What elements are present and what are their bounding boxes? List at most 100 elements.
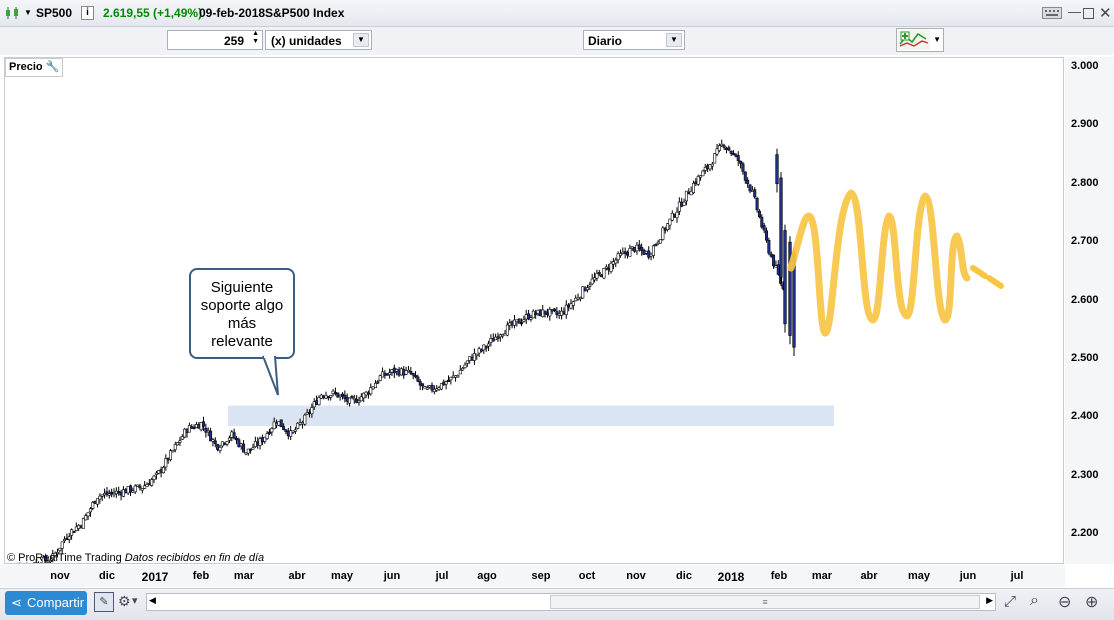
candle-down: [770, 254, 772, 256]
candle-down: [285, 430, 287, 432]
candle-down: [94, 501, 96, 503]
chevron-down-icon[interactable]: ▼: [666, 33, 682, 47]
close-icon[interactable]: ✕: [1099, 4, 1112, 22]
instrument-name: S&P500 Index: [265, 6, 344, 20]
zoom-in-icon[interactable]: ⊕: [1085, 592, 1098, 612]
annotation-callout[interactable]: Siguiente soporte algo más relevante: [189, 268, 295, 359]
candle-down: [633, 248, 635, 252]
candle-up: [713, 154, 715, 164]
candle-down: [417, 377, 419, 381]
watermark-note: Datos recibidos en fin de día: [125, 552, 264, 564]
candle-up: [155, 473, 157, 475]
chevron-down-icon[interactable]: ▼: [933, 35, 941, 44]
y-tick-label: 2.600: [1071, 294, 1099, 306]
candle-down: [749, 185, 751, 191]
candle-up: [231, 432, 233, 438]
chart-settings-icon[interactable]: ✎: [94, 592, 114, 612]
candle-down: [337, 393, 339, 397]
candle-up: [395, 369, 397, 371]
price-chart-panel[interactable]: Precio 🔧 © ProRealTime Trading Datos rec…: [4, 57, 1064, 564]
symbol-label[interactable]: SP500: [36, 6, 72, 20]
chevron-down-icon[interactable]: ▼: [353, 33, 369, 47]
candle-up: [659, 240, 661, 244]
x-tick-label: dic: [676, 570, 692, 582]
candle-up: [169, 451, 171, 460]
horizontal-scrollbar[interactable]: ◀ ≡ ▶: [146, 593, 996, 611]
candle-down: [776, 155, 779, 184]
candle-up: [586, 288, 588, 290]
scroll-right-icon[interactable]: ▶: [986, 595, 993, 606]
scrollbar-thumb[interactable]: ≡: [550, 595, 980, 609]
candle-down: [607, 268, 609, 270]
candle-down: [148, 484, 150, 486]
candle-up: [436, 389, 438, 391]
candle-up: [709, 165, 711, 169]
candle-up: [426, 388, 428, 390]
candle-down: [638, 245, 640, 249]
units-value[interactable]: 259: [224, 34, 244, 48]
candle-up: [457, 375, 459, 377]
candle-down: [66, 538, 68, 540]
panel-label[interactable]: Precio 🔧: [5, 58, 63, 77]
candle-up: [459, 370, 461, 374]
candle-down: [534, 313, 536, 315]
candle-up: [622, 252, 624, 254]
zoom-area-icon[interactable]: ⌕: [1030, 592, 1039, 610]
units-select[interactable]: (x) unidades ▼: [265, 30, 372, 50]
add-indicator-button[interactable]: ▼: [896, 28, 944, 52]
candle-down: [160, 470, 162, 473]
x-tick-label: abr: [288, 570, 305, 582]
indicators-dropdown-icon[interactable]: ▾: [132, 594, 138, 607]
y-tick-label: 2.300: [1071, 469, 1099, 481]
stepper-arrows-icon[interactable]: ▲▼: [252, 30, 259, 46]
wrench-icon[interactable]: 🔧: [46, 61, 60, 73]
candle-down: [322, 396, 324, 398]
scroll-left-icon[interactable]: ◀: [149, 595, 156, 606]
candle-down: [419, 382, 421, 386]
candle-up: [565, 305, 567, 315]
candle-down: [556, 312, 558, 315]
y-tick-label: 2.900: [1071, 118, 1099, 130]
candle-down: [287, 431, 289, 435]
candle-up: [108, 494, 110, 496]
indicators-icon[interactable]: ⚙: [118, 593, 131, 610]
candle-up: [59, 548, 61, 551]
candle-up: [179, 441, 181, 443]
candle-up: [306, 413, 308, 415]
info-icon[interactable]: i: [81, 6, 94, 20]
candle-up: [134, 486, 136, 492]
keyboard-icon[interactable]: [1042, 7, 1062, 19]
period-select[interactable]: Diario ▼: [583, 30, 685, 50]
callout-pointer: [255, 355, 285, 403]
y-tick-label: 2.400: [1071, 410, 1099, 422]
candle-up: [702, 171, 704, 176]
candle-up: [353, 398, 355, 400]
candle-down: [527, 314, 529, 319]
share-button[interactable]: ⋖ Compartir: [5, 591, 87, 615]
candle-up: [313, 402, 315, 407]
candle-up: [650, 254, 652, 256]
auto-scale-icon[interactable]: ⤢: [1004, 593, 1016, 610]
candle-up: [113, 493, 115, 495]
candle-down: [238, 440, 240, 447]
candle-up: [692, 183, 694, 192]
units-stepper[interactable]: 259 ▲▼: [167, 30, 263, 50]
candlestick-icon[interactable]: [5, 6, 21, 20]
symbol-dropdown-icon[interactable]: ▼: [24, 8, 32, 17]
candle-up: [141, 489, 143, 491]
candle-up: [165, 458, 167, 467]
candle-down: [355, 399, 357, 402]
candle-down: [235, 438, 237, 440]
candle-down: [664, 228, 666, 230]
candle-down: [233, 433, 235, 438]
title-bar: ▼ SP500 i 2.619,55 (+1,49%) 09-feb-2018 …: [0, 0, 1114, 27]
candle-up: [662, 228, 664, 240]
zoom-out-icon[interactable]: ⊖: [1058, 592, 1071, 612]
x-tick-label: nov: [626, 570, 646, 582]
candle-up: [615, 260, 617, 263]
minimize-icon[interactable]: —: [1068, 4, 1081, 19]
maximize-icon[interactable]: [1083, 8, 1094, 19]
candle-up: [549, 309, 551, 316]
